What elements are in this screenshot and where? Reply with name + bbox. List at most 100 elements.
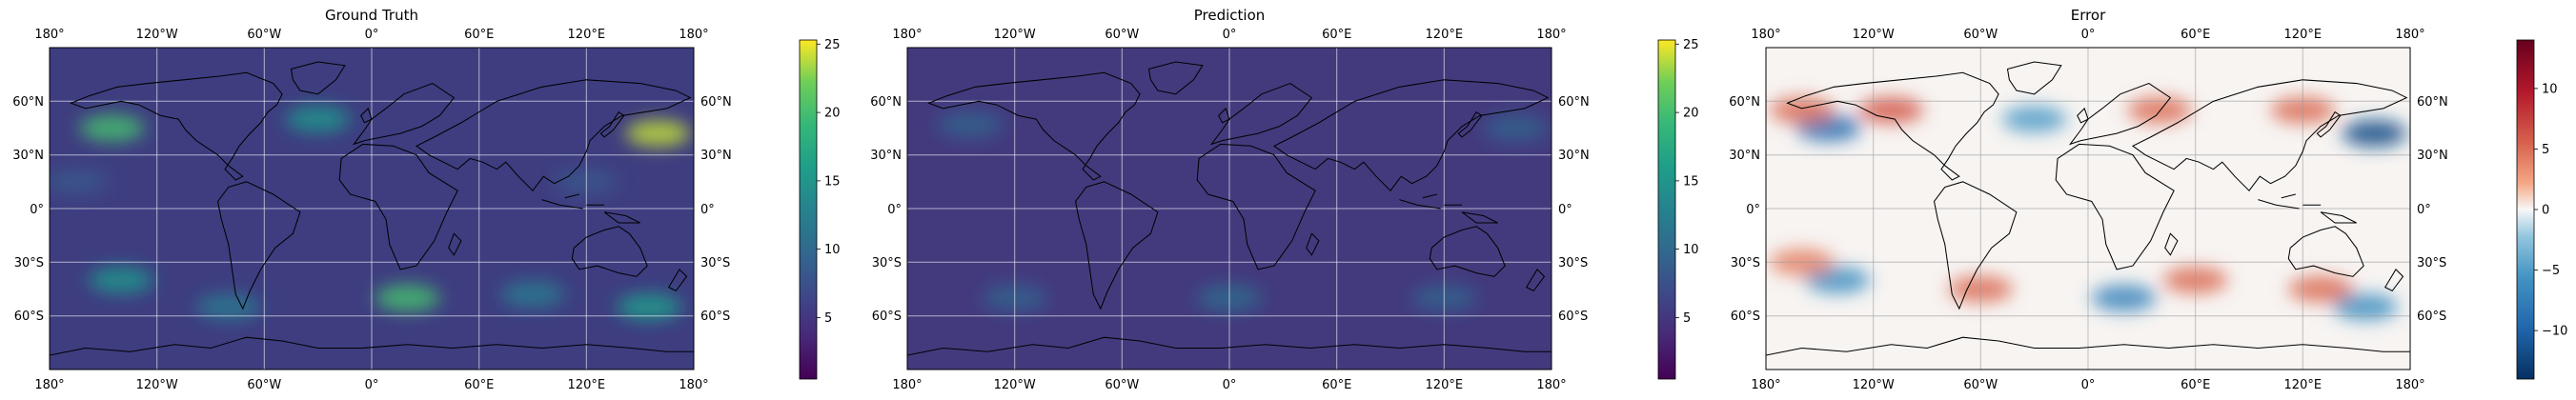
x-tick-label: 60°E (2180, 378, 2210, 392)
x-tick-label: 120°W (136, 28, 178, 42)
y-tick-labels-left: 60°N 30°N 0° 30°S 60°S (870, 95, 902, 324)
y-tick-label: 60°N (1558, 95, 1590, 110)
y-tick-label: 30°S (872, 256, 902, 270)
map-frame (49, 47, 695, 370)
y-tick-label: 30°N (12, 149, 44, 163)
error-panel: Error 180° 120°W 60°W 0° 60°E 120°E 180° (1729, 7, 2567, 392)
colorbar-tick-label: −10 (2542, 325, 2567, 339)
field-feature (2333, 293, 2399, 321)
x-tick-labels-bottom: 180° 120°W 60°W 0° 60°E 120°E 180° (892, 378, 1566, 392)
y-tick-label: 60°N (1729, 95, 1760, 110)
x-tick-label: 120°W (994, 378, 1036, 392)
y-tick-label: 0° (1558, 203, 1572, 217)
colorbar-tick-label: 10 (2542, 82, 2558, 96)
field-feature (1805, 267, 1871, 294)
y-tick-labels-right: 60°N 30°N 0° 30°S 60°S (1558, 95, 1590, 324)
x-tick-label: 0° (2081, 28, 2096, 42)
y-tick-label: 0° (700, 203, 715, 217)
map-frame (1765, 47, 2411, 370)
colorbar-ticks: 5 10 15 20 25 (1675, 38, 1699, 326)
x-tick-label: 0° (2081, 378, 2096, 392)
colorbar-tick-label: 20 (1683, 107, 1699, 121)
field-feature (1769, 96, 1835, 124)
colorbar-tick-label: 10 (1683, 243, 1699, 257)
y-tick-label: 60°S (1558, 310, 1588, 324)
x-tick-labels-top: 180° 120°W 60°W 0° 60°E 120°E 180° (1751, 28, 2424, 42)
y-tick-label: 30°N (870, 149, 902, 163)
colorbar: 5 10 15 20 25 (1657, 38, 1699, 380)
x-tick-label: 180° (679, 378, 708, 392)
x-tick-label: 120°W (136, 378, 178, 392)
x-tick-label: 180° (892, 28, 922, 42)
x-tick-labels-top: 180° 120°W 60°W 0° 60°E 120°E 180° (34, 28, 708, 42)
colorbar-tick-label: 5 (2542, 143, 2549, 157)
y-tick-label: 30°S (1558, 256, 1588, 270)
y-tick-label: 0° (1746, 203, 1760, 217)
x-tick-label: 120°E (2284, 28, 2322, 42)
field-feature (285, 106, 351, 133)
x-tick-label: 0° (365, 28, 379, 42)
x-tick-label: 60°W (247, 378, 281, 392)
y-tick-labels-left: 60°N 30°N 0° 30°S 60°S (1729, 95, 1760, 324)
x-tick-label: 120°E (568, 378, 606, 392)
colorbar-tick-label: 20 (824, 107, 841, 121)
x-tick-label: 60°E (1322, 28, 1351, 42)
x-tick-label: 60°E (464, 378, 494, 392)
y-tick-label: 30°S (700, 256, 730, 270)
x-tick-label: 120°E (2284, 378, 2322, 392)
x-tick-label: 180° (679, 28, 708, 42)
colorbar-gradient (1657, 39, 1676, 380)
map-frame (906, 47, 1552, 370)
field-feature (79, 114, 145, 142)
x-tick-label: 0° (1223, 28, 1237, 42)
x-tick-label: 180° (892, 378, 922, 392)
colorbar-tick-label: 0 (2542, 204, 2549, 218)
x-tick-label: 0° (365, 378, 379, 392)
x-tick-label: 120°E (1426, 378, 1464, 392)
field-feature (2001, 106, 2067, 133)
x-tick-label: 60°W (1105, 28, 1139, 42)
colorbar-ticks: 5 10 15 20 25 (817, 38, 841, 326)
y-tick-label: 30°N (700, 149, 732, 163)
y-tick-label: 30°N (2417, 149, 2448, 163)
field-feature (195, 293, 261, 321)
x-tick-label: 180° (2395, 378, 2424, 392)
y-tick-label: 60°N (12, 95, 44, 110)
colorbar-tick-label: 5 (1683, 311, 1691, 326)
x-tick-label: 120°E (568, 28, 606, 42)
y-tick-label: 30°S (2417, 256, 2446, 270)
y-tick-label: 30°S (14, 256, 44, 270)
y-tick-label: 60°S (1731, 310, 1760, 324)
colorbar: 5 10 15 20 25 (799, 38, 841, 380)
x-tick-label: 180° (34, 378, 64, 392)
y-tick-label: 60°S (700, 310, 730, 324)
x-tick-label: 180° (34, 28, 64, 42)
field-feature (375, 284, 440, 311)
y-tick-label: 60°S (872, 310, 902, 324)
colorbar-ticks: 10 5 0 −5 −10 (2534, 82, 2567, 339)
x-tick-label: 60°W (1963, 378, 1998, 392)
x-tick-label: 180° (2395, 28, 2424, 42)
field-feature (2342, 120, 2407, 148)
x-tick-label: 60°W (1963, 28, 1998, 42)
prediction-panel: Prediction 180° 120°W 60°W 0° 60°E 120°E… (870, 7, 1698, 392)
x-tick-label: 120°W (994, 28, 1036, 42)
colorbar: 10 5 0 −5 −10 (2516, 39, 2567, 380)
panel-title: Prediction (1194, 7, 1266, 24)
x-tick-label: 0° (1223, 378, 1237, 392)
y-tick-label: 30°N (1729, 149, 1760, 163)
y-tick-labels-right: 60°N 30°N 0° 30°S 60°S (2417, 95, 2448, 324)
field-feature (1483, 114, 1549, 142)
y-tick-label: 60°N (2417, 95, 2448, 110)
colorbar-gradient (799, 39, 818, 380)
y-tick-label: 0° (2417, 203, 2431, 217)
y-tick-labels-left: 60°N 30°N 0° 30°S 60°S (12, 95, 44, 324)
field-feature (1858, 96, 1924, 124)
x-tick-label: 180° (1536, 378, 1566, 392)
x-tick-label: 180° (1751, 378, 1780, 392)
x-tick-label: 60°W (1105, 378, 1139, 392)
y-tick-labels-right: 60°N 30°N 0° 30°S 60°S (700, 95, 732, 324)
colorbar-tick-label: 10 (824, 243, 841, 257)
field-feature (500, 281, 565, 309)
colorbar-gradient (2516, 39, 2535, 380)
